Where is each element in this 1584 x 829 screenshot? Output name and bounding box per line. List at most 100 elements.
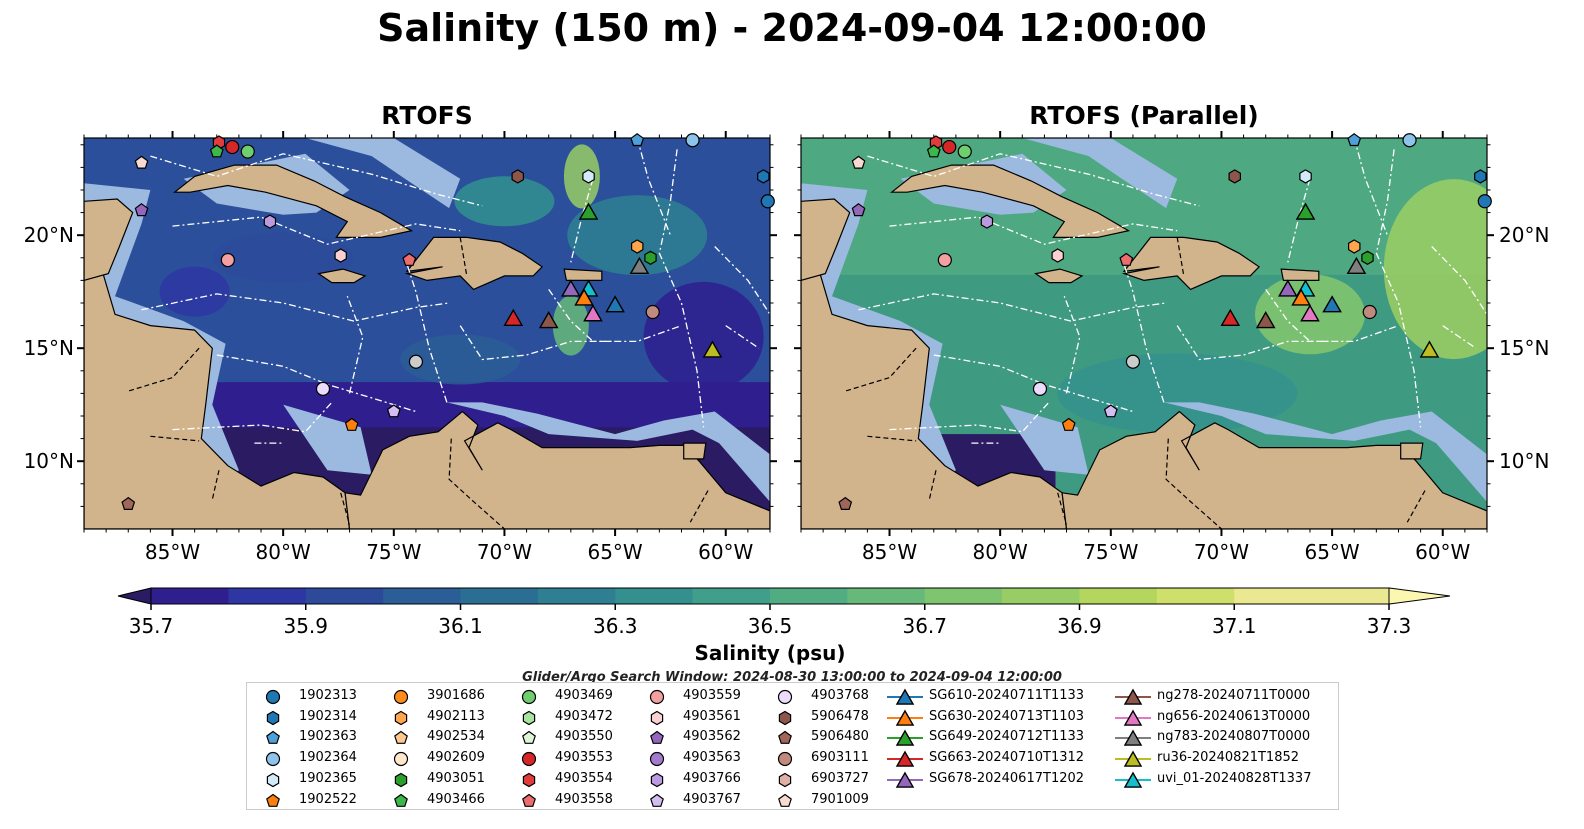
argo-marker-1902365	[582, 169, 595, 184]
glider-legend-marker-icon	[887, 771, 923, 788]
glider-marker-SG663-20240710T1312	[503, 308, 524, 326]
argo-legend-marker-icon	[650, 731, 664, 745]
legend-label: 4903562	[683, 729, 741, 745]
colorbar-bin	[1234, 588, 1313, 604]
colorbar-label: Salinity (psu)	[694, 641, 845, 665]
legend-label: 4903559	[683, 688, 741, 703]
search-window-note: Glider/Argo Search Window: 2024-08-30 13…	[522, 670, 1062, 685]
legend-label: SG678-20240617T1202	[929, 770, 1085, 786]
argo-legend-shape	[394, 710, 408, 725]
argo-legend-marker-icon	[394, 772, 408, 787]
argo-marker-1902314	[757, 169, 770, 184]
lon-tick-label: 60°W	[1415, 540, 1470, 564]
glider-marker-ru36-20240821T1852	[702, 340, 723, 358]
argo-marker-4903763	[408, 354, 424, 369]
argo-marker-1902363	[630, 133, 645, 147]
lon-tick-label: 75°W	[1083, 540, 1138, 564]
glider-legend-marker-icon	[1115, 750, 1151, 767]
argo-marker-4903562	[134, 203, 149, 217]
legend-label: 5906480	[811, 729, 869, 745]
argo-marker-4903559	[220, 252, 235, 268]
glider-marker-ng783-20240807T0000	[629, 256, 650, 274]
argo-legend-shape	[521, 751, 537, 767]
argo-marker-4903466	[926, 144, 941, 158]
lat-tick-label: 15°N	[24, 336, 74, 360]
legend-label: 4903561	[683, 708, 741, 724]
argo-legend-marker-icon	[522, 710, 536, 725]
argo-legend-shape	[393, 689, 409, 705]
legend-label: 4903051	[427, 770, 485, 786]
legend-label: 4902113	[427, 708, 485, 724]
lat-tick-label: 20°N	[24, 223, 74, 247]
argo-marker-4903561	[1051, 248, 1064, 263]
glider-legend-marker-icon	[1115, 688, 1151, 705]
legend-label: SG610-20240711T1133	[929, 688, 1085, 703]
glider-marker-SG630-20240713T1103	[1291, 288, 1311, 306]
argo-legend-shape	[778, 772, 792, 787]
argo-marker-1902364	[685, 133, 700, 148]
argo-legend-marker-icon	[777, 689, 793, 705]
map-panel-1	[84, 138, 770, 529]
colorbar-bin	[383, 588, 462, 604]
argo-legend-shape	[522, 731, 536, 745]
colorbar-bin	[1311, 588, 1390, 604]
lon-tick-label: 60°W	[698, 540, 753, 564]
argo-legend-shape	[778, 710, 792, 725]
argo-legend-marker-icon	[778, 731, 792, 745]
glider-marker-SG663-20240710T1312	[1220, 308, 1241, 326]
argo-marker-6903111	[645, 304, 660, 320]
argo-legend-shape	[778, 793, 792, 807]
lon-tick-label: 65°W	[1304, 540, 1359, 564]
argo-legend-shape	[522, 772, 536, 787]
argo-legend-shape	[778, 731, 792, 745]
colorbar-bin	[460, 588, 539, 604]
colorbar-bin	[847, 588, 926, 604]
argo-marker-5906480	[121, 496, 136, 510]
argo-legend-shape	[266, 710, 280, 725]
panel-title-rtofs-parallel: RTOFS (Parallel)	[1029, 101, 1259, 130]
argo-marker-4903766	[980, 214, 994, 229]
argo-marker-4903763	[1125, 354, 1141, 369]
argo-legend-shape	[265, 751, 281, 767]
legend-label: 4903768	[811, 688, 869, 703]
glider-legend-triangle	[895, 688, 915, 705]
argo-marker-1902364	[1402, 133, 1417, 148]
argo-marker-6903111	[1362, 304, 1377, 320]
argo-legend-marker-icon	[778, 772, 792, 787]
legend-label: ng278-20240711T0000	[1157, 688, 1311, 703]
colorbar-tick-label: 36.3	[593, 614, 638, 638]
argo-marker-4903768	[315, 381, 331, 396]
colorbar-extend-low	[117, 587, 152, 605]
legend-label: SG630-20240713T1103	[929, 708, 1085, 724]
glider-legend-triangle	[1123, 688, 1143, 705]
glider-legend-triangle	[895, 729, 915, 747]
glider-legend-triangle	[1123, 709, 1143, 726]
legend-label: 6903727	[811, 770, 869, 786]
argo-marker-4903469	[240, 144, 255, 159]
legend-label: SG649-20240712T1133	[929, 729, 1085, 745]
argo-legend-shape	[266, 772, 280, 787]
colorbar-tick-label: 37.1	[1212, 614, 1257, 638]
argo-legend-marker-icon	[265, 689, 281, 705]
legend-label: 4903466	[427, 791, 485, 807]
glider-marker-ng656-20240613T0000	[1300, 304, 1320, 322]
argo-marker-4902113	[630, 239, 644, 254]
legend-label: ru36-20240821T1852	[1157, 750, 1300, 766]
argo-marker-1902313	[1477, 194, 1492, 209]
argo-marker-1902522	[344, 417, 359, 431]
legend-label: 1902313	[299, 688, 357, 703]
argo-legend-marker-icon	[266, 793, 280, 807]
glider-marker-SG678-20240617T1202	[561, 279, 581, 297]
argo-marker-4903562	[851, 203, 866, 217]
panel-title-rtofs: RTOFS	[381, 101, 473, 130]
legend-label: 4903550	[555, 729, 613, 745]
legend-label: 1902363	[299, 729, 357, 745]
argo-marker-1902363	[1347, 133, 1362, 147]
argo-legend-marker-icon	[777, 751, 793, 767]
legend-label: 4902534	[427, 729, 485, 745]
argo-legend-shape	[394, 793, 408, 807]
argo-legend-marker-icon	[778, 710, 792, 725]
argo-marker-4902113	[1347, 239, 1361, 254]
lon-tick-label: 80°W	[256, 540, 311, 564]
